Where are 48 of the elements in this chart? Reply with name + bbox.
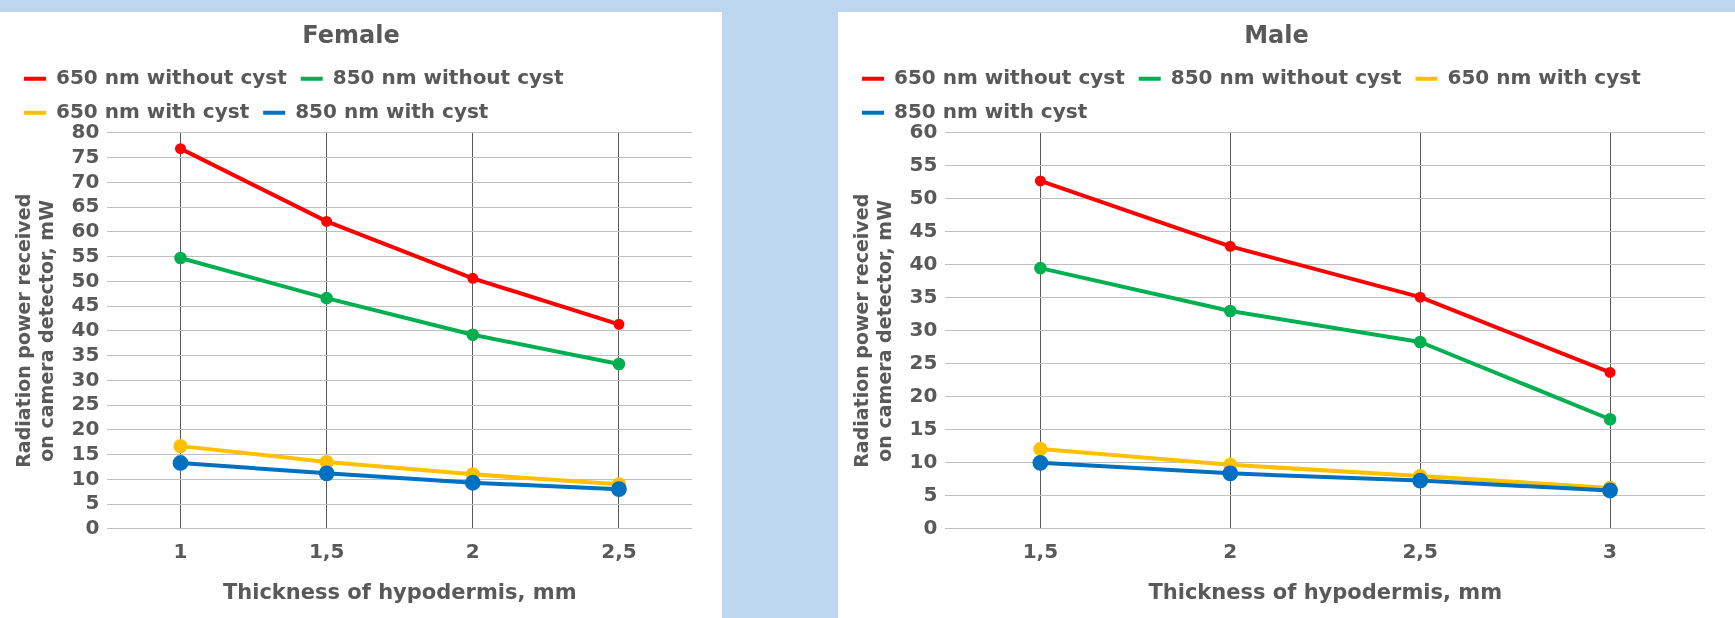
y-tick-label: 45 xyxy=(71,292,100,317)
chart-title: Female xyxy=(302,20,400,49)
y-tick-label: 65 xyxy=(71,193,100,218)
y-tick-label: 35 xyxy=(909,284,938,308)
x-tick-label: 1 xyxy=(173,539,188,563)
y-tick-label: 0 xyxy=(923,515,938,539)
x-axis-title: Thickness of hypodermis, mm xyxy=(1148,579,1503,604)
y-tick-label: 40 xyxy=(71,317,100,341)
y-tick-label: 30 xyxy=(909,317,938,341)
y-tick-label: 30 xyxy=(71,366,100,391)
y-tick-label: 25 xyxy=(71,391,100,416)
y-tick-label: 55 xyxy=(909,152,938,176)
y-tick-label: 0 xyxy=(85,515,100,539)
legend-label: 850 nm without cyst xyxy=(332,65,564,89)
y-tick-label: 10 xyxy=(909,449,938,473)
y-tick-label: 50 xyxy=(909,185,938,209)
y-tick-label: 5 xyxy=(85,490,100,515)
x-tick-label: 3 xyxy=(1603,539,1618,563)
x-tick-label: 2,5 xyxy=(1402,539,1438,563)
y-tick-label: 25 xyxy=(909,350,938,374)
chart-title: Male xyxy=(1244,20,1309,49)
y-tick-label: 35 xyxy=(71,341,100,366)
legend-label: 850 nm without cyst xyxy=(1170,65,1402,89)
x-axis-title: Thickness of hypodermis, mm xyxy=(222,579,577,604)
y-axis-title: Radiation power received on camera detector, mW xyxy=(850,193,896,468)
y-tick-label: 20 xyxy=(909,383,938,407)
legend-label: 650 nm without cyst xyxy=(56,65,288,89)
legend-label: 650 nm without cyst xyxy=(894,65,1126,89)
x-tick-label: 1,5 xyxy=(1022,539,1059,563)
y-tick-label: 60 xyxy=(71,218,100,242)
y-tick-label: 40 xyxy=(909,251,938,275)
legend-label: 650 nm with cyst xyxy=(1447,65,1642,89)
legend-label: 850 nm with cyst xyxy=(295,99,489,123)
y-axis-title: Radiation power received on camera detector, mW xyxy=(12,193,58,468)
y-tick-label: 50 xyxy=(71,267,100,292)
y-tick-label: 55 xyxy=(71,242,100,267)
y-tick-label: 5 xyxy=(923,482,938,506)
y-tick-label: 70 xyxy=(71,168,100,193)
y-tick-label: 45 xyxy=(909,218,938,242)
y-tick-label: 15 xyxy=(71,440,100,465)
x-tick-label: 1,5 xyxy=(308,539,345,563)
y-tick-label: 20 xyxy=(71,416,100,440)
x-tick-label: 2 xyxy=(465,539,480,563)
x-tick-label: 2,5 xyxy=(601,539,637,563)
y-tick-label: 75 xyxy=(71,143,100,168)
y-tick-label: 15 xyxy=(909,416,938,440)
x-tick-label: 2 xyxy=(1223,539,1238,563)
y-tick-label: 10 xyxy=(71,465,100,490)
